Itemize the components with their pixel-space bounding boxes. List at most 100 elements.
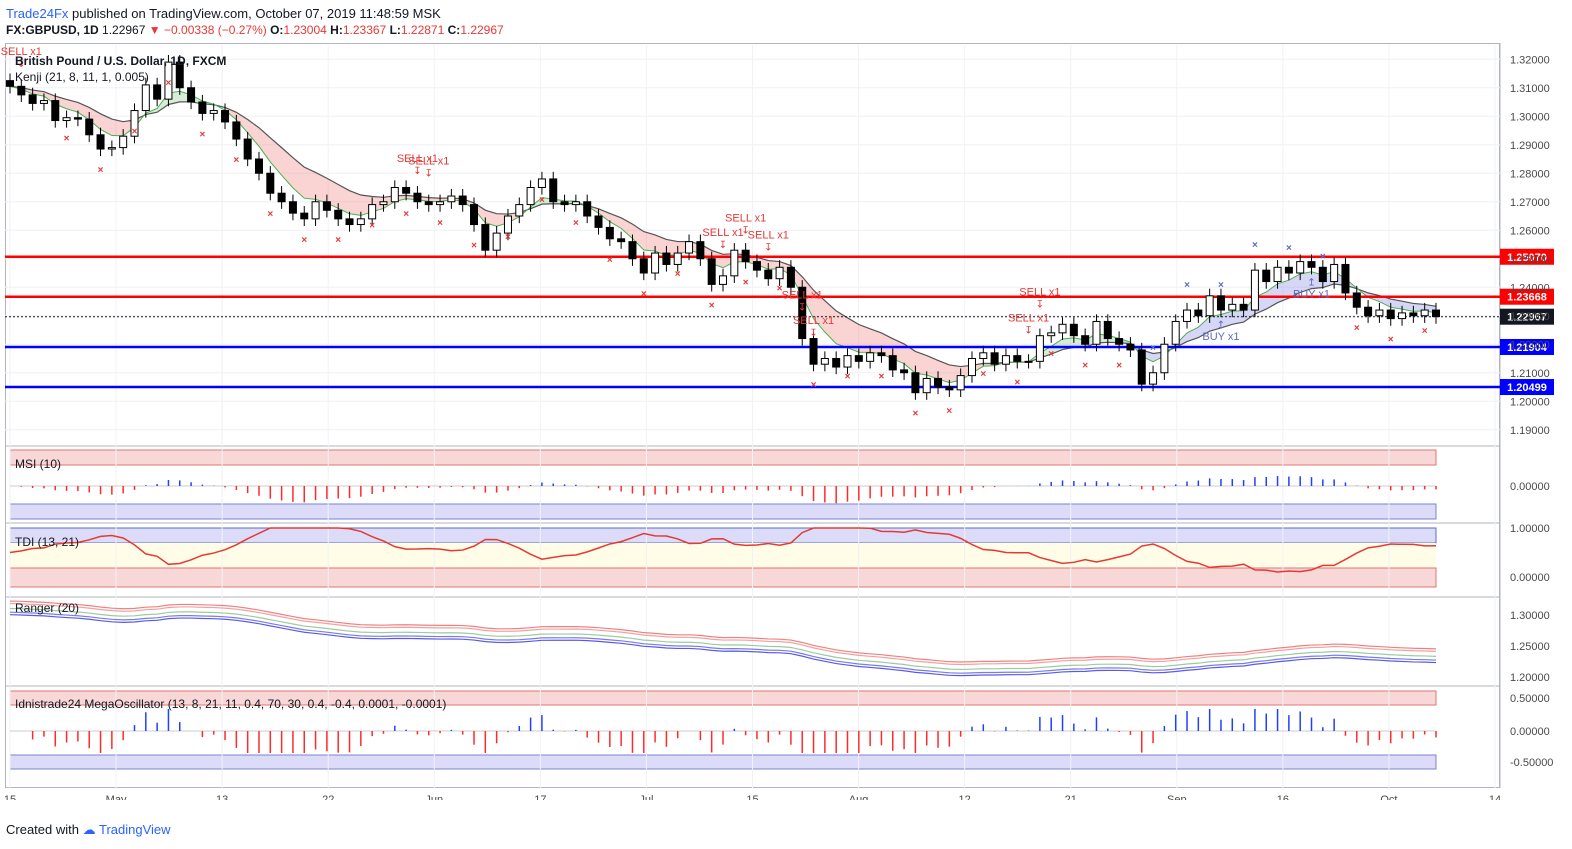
price-level-label: 1.20499 [1507,382,1547,394]
ranger-line [9,600,1437,663]
candle-body [436,201,445,206]
candle-body [1126,343,1135,351]
candle-body [1386,309,1395,320]
ranger-line [9,607,1437,671]
symbol-label: FX:GBPUSD, 1D [6,23,99,37]
candle-body [345,218,354,226]
candle-body [526,187,535,206]
osc-tick-label: 0.50000 [1510,693,1550,705]
x-marker-icon: × [607,255,613,266]
date-tick-label: Jun [425,794,443,800]
candle-body [1318,266,1327,283]
candle-body [85,118,94,136]
ranger-line [9,602,1437,666]
x-marker-icon: × [811,380,817,391]
candle-body [628,241,637,260]
candle-body [1081,335,1090,345]
oscillator-title: Idnistrade24 MegaOscillator (13, 8, 21, … [15,697,446,711]
open-value: 1.23004 [283,23,327,37]
candle-body [164,61,173,100]
sell-signal-label: SELL x1 [782,290,823,302]
candle-body [537,178,546,188]
candle-body [979,352,988,359]
candle-body [277,192,286,203]
price-level-tag [1500,308,1554,325]
candle-body [28,94,37,104]
price-level-label: 1.22967 [1507,312,1547,324]
kenji-cloud-segment [55,96,67,109]
x-marker-icon: × [437,218,443,229]
x-marker-icon: × [64,134,70,145]
date-tick-label: 22 [322,794,334,800]
candle-body [1262,269,1271,283]
candle-body [311,201,320,220]
candle-body [967,358,976,377]
candle-body [922,377,931,394]
date-tick-label: May [106,794,127,800]
price-level-tag [1500,288,1554,305]
candle-body [730,249,739,277]
x-marker-icon: × [1116,360,1122,371]
date-tick-label: Jul [639,794,653,800]
price-level-tag [1500,248,1554,265]
high-value: 1.23367 [342,23,387,37]
tdi-middle-band [10,543,1436,568]
kenji-cloud-segment [485,210,497,227]
candle-body [752,261,761,271]
kenji-cloud-segment [292,157,305,199]
low-label: L: [389,23,401,37]
candle-body [1432,309,1440,318]
chart-canvas[interactable]: 1.25070 1.23668 1.22967 1.21904 1.20499 SELL… [0,0,1572,800]
msi-overbought-band [9,449,1437,466]
candle-body [1001,355,1010,365]
date-tick-label: Aug [849,794,869,800]
price-tick-label: 1.31000 [1510,83,1550,95]
x-marker-icon: × [641,289,647,300]
kenji-cloud-segment [847,317,859,353]
tdi-tick-label: 0.00000 [1510,572,1550,584]
candle-body [1013,355,1022,362]
candle-body [243,138,252,160]
price-tick-label: 1.19000 [1510,425,1550,437]
candle-body [673,252,682,265]
candle-body [877,352,886,357]
kenji-cloud-segment [1232,310,1244,325]
candle-body [232,121,241,140]
x-marker-icon: × [946,406,952,417]
candle-body [1115,338,1124,345]
kenji-cloud-segment [1300,271,1312,293]
x-marker-icon: × [879,372,885,383]
x-marker-icon: × [743,278,749,289]
candle-body [1183,309,1192,322]
candle-body [266,172,275,194]
candle-body [900,369,909,374]
price-tick-label: 1.30000 [1510,111,1550,123]
sell-signal-label: SELL x1 [748,230,789,242]
candle-body [594,215,603,228]
buy-arrow-icon: ↥ [1307,277,1315,288]
candle-body [888,355,897,371]
candle-body [696,241,705,260]
candle-body [1364,306,1373,317]
author-link[interactable]: Trade24Fx [6,6,69,21]
price-tick-label: 1.26000 [1510,225,1550,237]
candle-body [775,266,784,280]
close-value: 1.22967 [460,23,504,37]
ranger-line [9,614,1437,677]
sell-signal-label: SELL x1 [408,156,449,168]
date-tick-label: Oct [1380,794,1397,800]
ranger-line [9,611,1437,674]
candle-body [130,110,139,137]
x-marker-icon: × [1320,252,1326,263]
sell-signal-label: SELL x1 [725,213,766,225]
price-level-label: 1.25070 [1507,252,1547,264]
price-tick-label: 1.29000 [1510,140,1550,152]
candle-body [685,241,694,254]
candle-body [17,85,26,96]
price-tick-label: 1.27000 [1510,197,1550,209]
tradingview-link[interactable]: TradingView [99,822,171,837]
sell-signal-label: SELL x1 [1,46,42,58]
candle-body [854,355,863,362]
candle-body [1250,269,1259,311]
candle-body [651,252,660,274]
